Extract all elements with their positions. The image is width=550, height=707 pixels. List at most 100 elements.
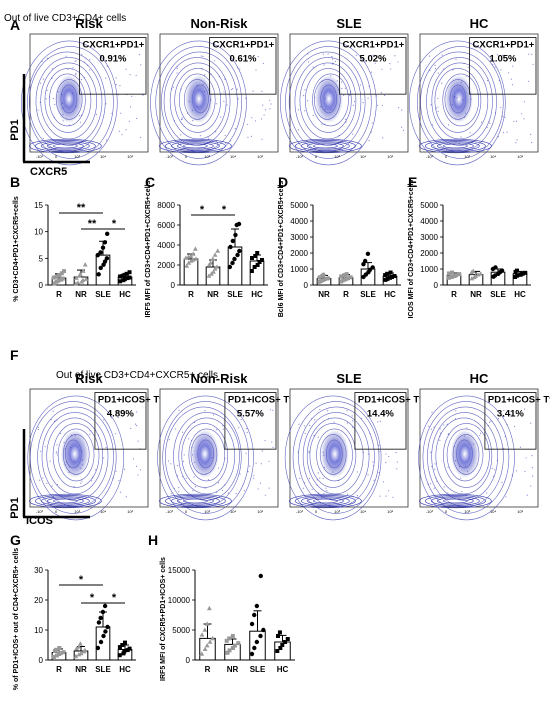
event-dot bbox=[431, 411, 433, 413]
contour-line bbox=[181, 423, 229, 488]
event-dot bbox=[319, 409, 321, 411]
data-point bbox=[122, 272, 127, 277]
event-dot bbox=[362, 102, 364, 104]
flow-plot-title: Non-Risk bbox=[190, 16, 248, 31]
contour-line bbox=[313, 498, 338, 504]
event-dot bbox=[115, 470, 117, 472]
event-dot bbox=[464, 116, 466, 118]
event-dot bbox=[39, 479, 41, 481]
gate-box bbox=[469, 37, 537, 95]
event-dot bbox=[246, 428, 248, 430]
contour-line bbox=[443, 143, 468, 149]
x-tick-label: R bbox=[343, 290, 349, 299]
x-tick-label: 10⁵ bbox=[127, 154, 133, 159]
data-point bbox=[118, 279, 123, 284]
y-tick-label: 4000 bbox=[157, 241, 175, 250]
event-dot bbox=[355, 54, 357, 57]
event-dot bbox=[466, 427, 468, 429]
event-dot bbox=[465, 75, 467, 78]
event-dot bbox=[80, 78, 83, 81]
y-tick-label: 0 bbox=[186, 656, 191, 665]
event-dot bbox=[176, 66, 178, 68]
event-dot bbox=[210, 73, 212, 75]
event-dot bbox=[316, 479, 318, 481]
event-dot bbox=[247, 136, 249, 138]
event-dot bbox=[114, 433, 117, 435]
event-dot bbox=[367, 97, 369, 99]
data-point bbox=[62, 269, 67, 274]
row-a-y-axis-label: PD1 bbox=[9, 119, 21, 140]
event-dot bbox=[196, 85, 198, 87]
panel-letter-h: H bbox=[148, 532, 158, 548]
event-dot bbox=[253, 474, 255, 477]
event-dot bbox=[140, 64, 142, 66]
data-point bbox=[343, 277, 348, 282]
gate-label: PD1+ICOS+ Tfh bbox=[358, 395, 428, 406]
event-dot bbox=[323, 454, 325, 456]
data-point bbox=[214, 264, 220, 269]
event-dot bbox=[188, 438, 190, 440]
event-dot bbox=[71, 92, 74, 95]
contour-line bbox=[312, 73, 349, 127]
event-dot bbox=[321, 123, 323, 125]
contour-line bbox=[183, 498, 208, 504]
data-point bbox=[249, 621, 255, 627]
event-dot bbox=[81, 480, 83, 482]
event-dot bbox=[218, 482, 220, 484]
event-dot bbox=[125, 496, 127, 498]
data-point bbox=[346, 276, 351, 281]
row_a-plot-1: Non-Risk CXCR1+PD1+ 0.61% -10³ 0 10³ 10⁴ 10⁵ bbox=[150, 16, 279, 166]
event-dot bbox=[349, 94, 351, 96]
contour-line bbox=[52, 423, 100, 488]
x-tick-label: 10³ bbox=[464, 509, 470, 514]
event-dot bbox=[225, 142, 227, 144]
data-point bbox=[127, 275, 132, 280]
event-dot bbox=[382, 137, 384, 139]
event-dot bbox=[191, 446, 193, 448]
data-point bbox=[225, 650, 230, 655]
data-point bbox=[392, 274, 397, 279]
row-f-x-axis-label: ICOS bbox=[26, 515, 53, 527]
data-point bbox=[232, 256, 237, 262]
contour-line bbox=[41, 412, 109, 501]
event-dot bbox=[118, 480, 120, 482]
x-tick-label: -10³ bbox=[36, 509, 44, 514]
gate-percentage: 3.41% bbox=[497, 409, 524, 420]
contour-line bbox=[289, 138, 362, 154]
data-point bbox=[254, 603, 260, 609]
event-dot bbox=[333, 421, 335, 423]
y-tick-label: 5000 bbox=[172, 626, 190, 635]
density-core bbox=[314, 74, 343, 123]
row-a-x-axis-label: CXCR5 bbox=[30, 166, 67, 178]
flow-plot-title: Risk bbox=[75, 16, 103, 31]
data-point bbox=[470, 268, 476, 274]
event-dot bbox=[530, 422, 532, 424]
data-point bbox=[122, 640, 127, 645]
contour-line bbox=[443, 423, 490, 488]
event-dot bbox=[504, 116, 506, 119]
data-point bbox=[348, 275, 353, 280]
event-dot bbox=[451, 104, 453, 106]
event-dot bbox=[89, 59, 91, 61]
contour-line bbox=[309, 423, 357, 488]
contour-line bbox=[305, 68, 352, 133]
event-dot bbox=[73, 486, 75, 488]
data-point bbox=[389, 275, 394, 279]
x-tick-label: 10⁵ bbox=[387, 509, 393, 514]
event-dot bbox=[48, 96, 51, 98]
event-dot bbox=[89, 69, 91, 71]
x-tick-label: 10⁵ bbox=[517, 154, 523, 159]
event-dot bbox=[318, 492, 320, 494]
event-dot bbox=[204, 487, 206, 489]
event-dot bbox=[52, 495, 55, 498]
significance-label: * bbox=[112, 218, 117, 230]
y-tick-label: 30 bbox=[34, 566, 43, 575]
event-dot bbox=[182, 476, 184, 478]
event-dot bbox=[500, 106, 502, 109]
event-dot bbox=[46, 89, 48, 91]
x-tick-label: HC bbox=[514, 290, 526, 299]
event-dot bbox=[105, 139, 108, 141]
event-dot bbox=[299, 477, 301, 480]
data-point bbox=[224, 638, 229, 643]
event-dot bbox=[317, 436, 319, 438]
